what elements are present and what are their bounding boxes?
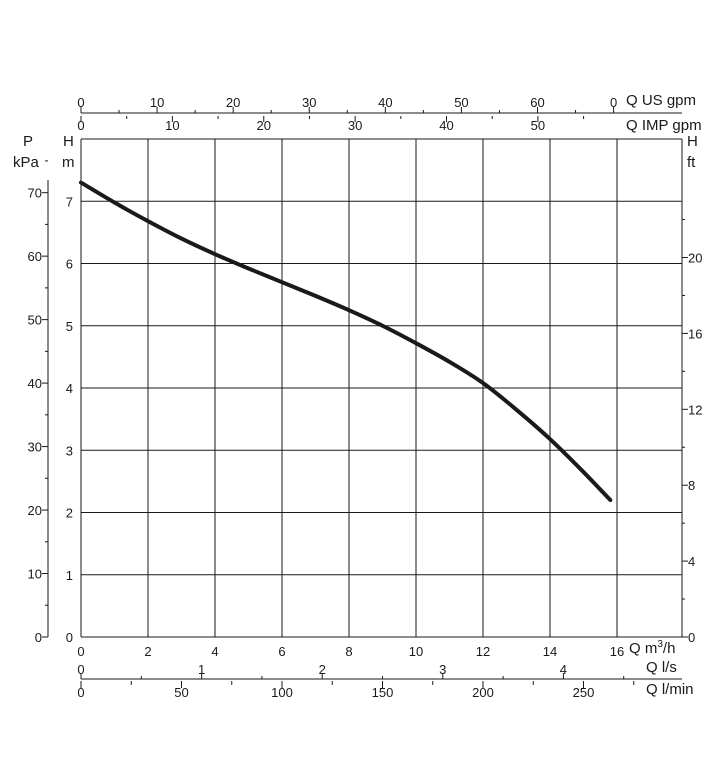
head-m-tick-label: 3 bbox=[66, 443, 73, 458]
m3h-tick-label: 8 bbox=[345, 644, 352, 659]
imp-gpm-tick-label: 10 bbox=[165, 118, 179, 133]
head-m-tick-label: 2 bbox=[66, 506, 73, 521]
us-gpm-tick-label: 0 bbox=[77, 95, 84, 110]
us-gpm-tick-label: 0 bbox=[610, 95, 617, 110]
m3h-tick-label: 0 bbox=[77, 644, 84, 659]
pressure-tick-label: 10 bbox=[28, 567, 42, 582]
lmin-tick-label: 50 bbox=[174, 685, 188, 700]
imp-gpm-tick-label: 30 bbox=[348, 118, 362, 133]
m3h-tick-label: 16 bbox=[610, 644, 624, 659]
head-m-tick-label: 4 bbox=[66, 381, 73, 396]
lmin-tick-label: 250 bbox=[573, 685, 595, 700]
m3h-tick-label: 2 bbox=[144, 644, 151, 659]
pressure-tick-label: 30 bbox=[28, 440, 42, 455]
imp-gpm-tick-label: 40 bbox=[439, 118, 453, 133]
head-ft-tick-label: 8 bbox=[688, 478, 695, 493]
head-m-tick-label: 5 bbox=[66, 319, 73, 334]
ls-tick-label: 2 bbox=[319, 662, 326, 677]
pressure-axis-unit: kPa bbox=[13, 154, 40, 171]
head-ft-tick-label: 16 bbox=[688, 326, 702, 341]
us-gpm-tick-label: 60 bbox=[530, 95, 544, 110]
m3h-tick-label: 12 bbox=[476, 644, 490, 659]
us-gpm-tick-label: 40 bbox=[378, 95, 392, 110]
m3h-tick-label: 4 bbox=[211, 644, 218, 659]
m3h-tick-label: 10 bbox=[409, 644, 423, 659]
us-gpm-tick-label: 20 bbox=[226, 95, 240, 110]
lmin-tick-label: 200 bbox=[472, 685, 494, 700]
pressure-tick-label: 50 bbox=[28, 313, 42, 328]
head-ft-tick-label: 20 bbox=[688, 251, 702, 266]
performance-curve-layer bbox=[79, 180, 613, 503]
head-m-axis-unit: m bbox=[62, 154, 75, 171]
head-m-tick-label: 6 bbox=[66, 257, 73, 272]
head-m-tick-label: 1 bbox=[66, 568, 73, 583]
head-ft-axis-title: H bbox=[687, 133, 698, 150]
ls-axis-label: Q l/s bbox=[646, 659, 677, 676]
us-gpm-tick-label: 30 bbox=[302, 95, 316, 110]
us-gpm-tick-label: 50 bbox=[454, 95, 468, 110]
pressure-tick-label: 60 bbox=[28, 249, 42, 264]
head-ft-tick-label: 4 bbox=[688, 554, 695, 569]
head-ft-tick-label: 0 bbox=[688, 630, 695, 645]
imp-gpm-axis-label: Q IMP gpm bbox=[626, 117, 702, 134]
pressure-tick-label: 70 bbox=[28, 186, 42, 201]
pressure-tick-label: 20 bbox=[28, 503, 42, 518]
us-gpm-axis-label: Q US gpm bbox=[626, 92, 696, 109]
ls-tick-label: 0 bbox=[77, 662, 84, 677]
head-ft-axis-unit: ft bbox=[687, 154, 696, 171]
head-m-tick-label: 7 bbox=[66, 194, 73, 209]
m3h-tick-label: 14 bbox=[543, 644, 557, 659]
m3h-axis-label: Q m3/h bbox=[629, 639, 675, 657]
ls-tick-label: 1 bbox=[198, 662, 205, 677]
pump-performance-curve bbox=[79, 180, 613, 503]
pressure-tick-label: 0 bbox=[35, 630, 42, 645]
imp-gpm-tick-label: 50 bbox=[531, 118, 545, 133]
imp-gpm-tick-label: 0 bbox=[77, 118, 84, 133]
ls-tick-label: 3 bbox=[439, 662, 446, 677]
pressure-tick-label: 40 bbox=[28, 376, 42, 391]
lmin-tick-label: 100 bbox=[271, 685, 293, 700]
axes bbox=[42, 107, 688, 688]
lmin-tick-label: 0 bbox=[77, 685, 84, 700]
m3h-tick-label: 6 bbox=[278, 644, 285, 659]
us-gpm-tick-label: 10 bbox=[150, 95, 164, 110]
grid bbox=[80, 138, 683, 638]
lmin-tick-label: 150 bbox=[372, 685, 394, 700]
ls-tick-label: 4 bbox=[560, 662, 567, 677]
imp-gpm-tick-label: 20 bbox=[257, 118, 271, 133]
head-m-axis-title: H bbox=[63, 133, 74, 150]
head-m-tick-label: 0 bbox=[66, 630, 73, 645]
lmin-axis-label: Q l/min bbox=[646, 681, 694, 698]
head-ft-tick-label: 12 bbox=[688, 402, 702, 417]
pressure-axis-title: P bbox=[23, 133, 33, 150]
axis-labels: Q US gpm Q IMP gpm Q m3/h Q l/s Q l/min … bbox=[13, 92, 702, 698]
